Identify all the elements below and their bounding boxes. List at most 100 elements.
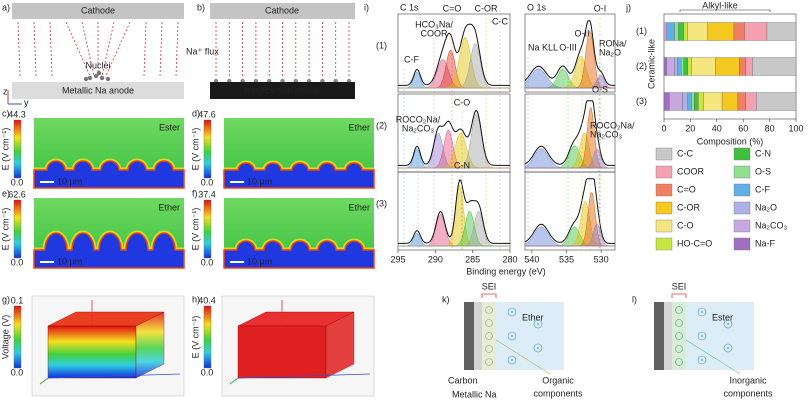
nucleus (87, 75, 93, 81)
peak-annotation: ROCO₂Na/ (396, 114, 441, 124)
solvated-ion (507, 355, 517, 365)
spectrum-title: O 1s (527, 2, 547, 12)
legend-swatch (655, 183, 673, 197)
bar-segment (666, 22, 675, 41)
peak-annotation: HCO₃Na/ (415, 19, 453, 29)
spectrum-frame (397, 171, 511, 251)
solvated-ion (507, 307, 517, 317)
legend-swatch (733, 219, 751, 233)
x-tick-label: 535 (559, 254, 574, 264)
bar-segment (682, 92, 688, 111)
panel-label: l) (632, 294, 637, 304)
bar-segment (687, 57, 692, 76)
legend-swatch (655, 237, 673, 251)
solvated-ion (533, 343, 543, 353)
flux-label: Na⁺ flux (186, 46, 219, 56)
scale-label: 10 μm (247, 256, 272, 266)
legend-swatch (655, 219, 673, 233)
solvent-label: Ester (159, 122, 180, 132)
anode (210, 82, 355, 99)
peak-fit (525, 223, 615, 247)
components-label: Organic (542, 375, 574, 385)
peak-fit (398, 113, 510, 169)
panel-label: g) (2, 294, 10, 304)
carbon-layer (464, 302, 474, 370)
panel-label: f) (192, 188, 198, 198)
anode (12, 82, 184, 99)
colorbar (203, 199, 212, 259)
axis-y (229, 377, 239, 385)
colorbar-title: E (V cm⁻¹) (0, 208, 10, 251)
flux-arrow (49, 21, 53, 77)
flux-arrow (17, 21, 21, 77)
component (485, 345, 493, 353)
legend-label: C-F (755, 184, 770, 194)
bar-segment (739, 57, 746, 76)
component (675, 332, 683, 340)
colorbar-max: 44.3 (8, 109, 26, 119)
legend-label: Na-F (755, 238, 776, 248)
scale-label: 10 μm (57, 256, 82, 266)
colorbar-title: E (V cm⁻¹) (190, 208, 200, 251)
anode-surface (223, 240, 375, 269)
peak-fit (525, 148, 615, 169)
components-label: Inorganic (729, 375, 767, 385)
ion-core (537, 347, 539, 349)
solvated-ion (697, 355, 707, 365)
metal-layer (474, 302, 482, 370)
row-label: (2) (376, 120, 387, 130)
bar-segment (745, 57, 753, 76)
bar-segment (737, 92, 746, 111)
bar-segment (683, 57, 688, 76)
panel-label: k) (442, 294, 450, 304)
flux-arrow (105, 21, 131, 77)
cathode (210, 3, 355, 19)
colorbar (13, 199, 22, 259)
colorbar-min: 0.0 (201, 177, 214, 187)
anode-label: Na@carbon anode (244, 85, 320, 95)
bracket-label: Ceramic-like (646, 39, 656, 89)
x-tick-label: 100 (788, 123, 803, 133)
bar-segment (677, 57, 682, 76)
solvated-ion (697, 331, 707, 341)
bar-segment (687, 92, 692, 111)
colorbar-min: 0.0 (201, 257, 214, 267)
peak-annotation: C-F (404, 54, 419, 64)
panel-label: b) (197, 2, 205, 12)
bar-segment (663, 22, 667, 41)
peak-annotation: C-O (454, 97, 471, 107)
bar-segment (707, 22, 735, 41)
x-tick-label: 290 (428, 254, 443, 264)
peak-annotation: Na KLL (528, 42, 558, 52)
components-label: components (723, 388, 773, 398)
legend-swatch (733, 201, 751, 215)
ion-core (727, 347, 729, 349)
legend-swatch (733, 183, 751, 197)
pointer (495, 339, 551, 375)
colorbar-max: 47.6 (198, 109, 216, 119)
y-tick-label: (3) (636, 96, 647, 106)
component (675, 306, 683, 314)
colorbar-title: E (V cm⁻¹) (0, 128, 10, 171)
sei-bracket (671, 293, 687, 298)
spectrum-frame (524, 171, 616, 251)
flux-arrow (159, 21, 163, 77)
bar-segment (691, 57, 716, 76)
peak-annotation: O-I (594, 3, 607, 13)
flux-arrow (175, 21, 179, 77)
sei-layer (482, 302, 496, 370)
panel-label: j) (625, 2, 631, 12)
peak-annotation: C=O (443, 3, 462, 13)
bar-segment (744, 22, 768, 41)
anode-label: Metallic Na anode (62, 85, 134, 95)
bar-segment (669, 92, 683, 111)
legend-label: C-C (677, 148, 693, 158)
components-label: components (533, 388, 583, 398)
legend-label: C=O (677, 184, 696, 194)
flux-arrow (65, 21, 91, 77)
spectrum-frame (524, 13, 616, 93)
nuclei-label: Nuclei (85, 60, 110, 70)
ion-core (511, 335, 513, 337)
peak-annotation: COOR (421, 28, 449, 38)
